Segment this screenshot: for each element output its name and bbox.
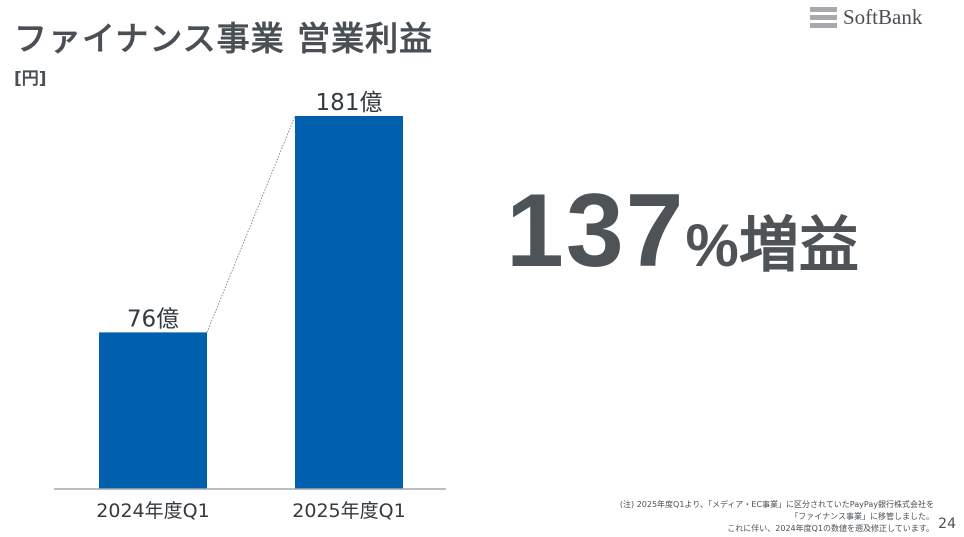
- unit-label: [円]: [14, 69, 47, 89]
- page-title: ファイナンス事業 営業利益: [14, 19, 434, 58]
- category-label: 2025年度Q1: [292, 500, 405, 522]
- footnote-line: これに伴い、2024年度Q1の数値を遡及修正しています。: [727, 524, 934, 533]
- bar-value-label: 181億: [316, 90, 383, 116]
- bar-value-label: 76億: [127, 306, 179, 332]
- growth-number: 137: [506, 173, 686, 289]
- footnote-line: 「ファイナンス事業」に移管しました。: [790, 512, 934, 521]
- growth-connector-line: [206, 115, 296, 333]
- bar-2025年度Q1: [295, 116, 403, 489]
- footnote: (注) 2025年度Q1より、「メディア・EC事業」に区分されていたPayPay…: [620, 499, 934, 535]
- logo-bars-icon: [810, 7, 837, 31]
- growth-suffix: %増益: [685, 212, 859, 279]
- softbank-logo: SoftBank: [810, 5, 960, 31]
- footnote-line: (注) 2025年度Q1より、「メディア・EC事業」に区分されていたPayPay…: [619, 500, 934, 509]
- logo-text: SoftBank: [843, 5, 923, 29]
- category-label: 2024年度Q1: [96, 500, 209, 522]
- bar-2024年度Q1: [99, 332, 207, 489]
- page-number: 24: [938, 516, 956, 532]
- operating-profit-bar-chart: 76億 2024年度Q1 181億 2025年度Q1: [54, 90, 446, 522]
- growth-highlight: 137%増益: [506, 172, 859, 291]
